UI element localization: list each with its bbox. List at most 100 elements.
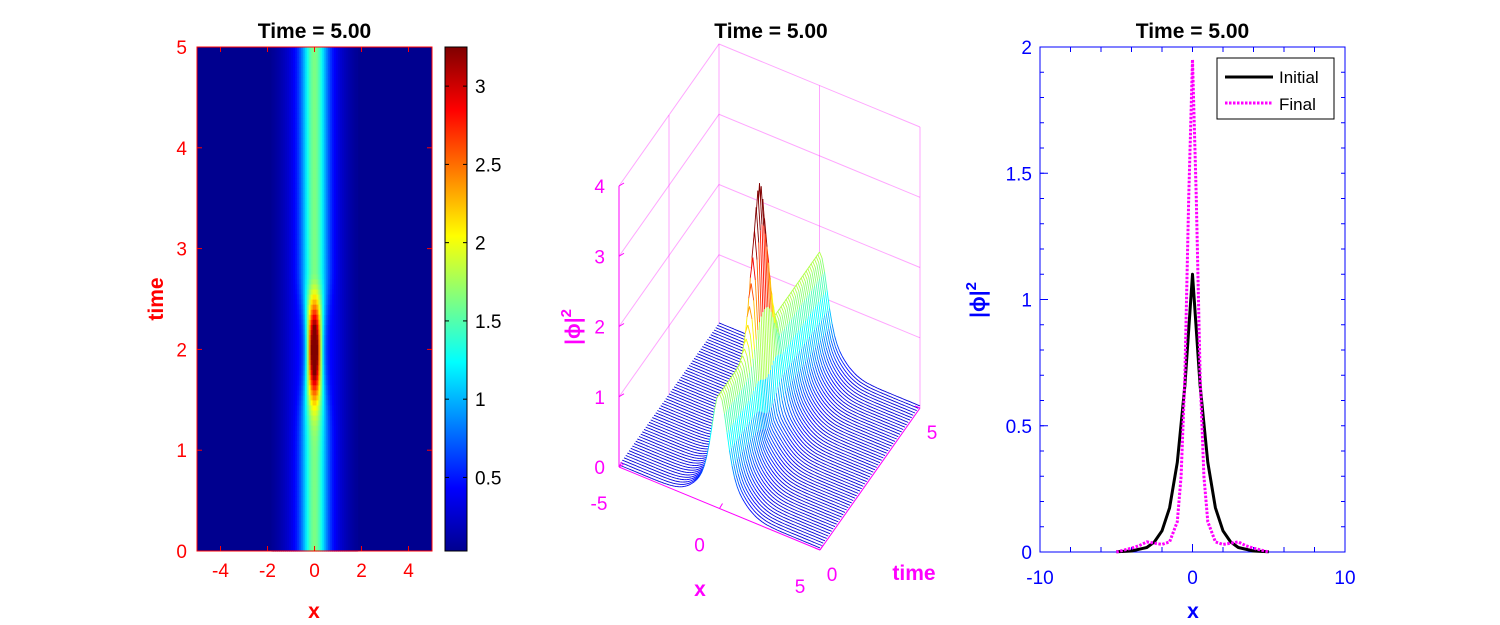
heatmap-cell — [349, 233, 353, 240]
heatmap-cell — [339, 178, 343, 184]
heatmap-cell — [312, 162, 316, 169]
heatmap-cell — [355, 399, 359, 406]
heatmap-cell — [281, 414, 284, 421]
heatmap-cell — [326, 364, 329, 371]
heatmap-cell — [273, 309, 276, 315]
heatmap-cell — [345, 258, 349, 265]
heatmap-cell — [343, 122, 347, 129]
heatmap-cell — [281, 440, 284, 446]
heatmap-cell — [351, 414, 355, 421]
surface-segment — [819, 260, 824, 275]
heatmap-cell — [353, 339, 357, 345]
surface-segment — [882, 399, 886, 401]
heatmap-cell — [353, 57, 357, 63]
heatmap-cell — [291, 112, 294, 119]
heatmap-cell — [338, 319, 341, 325]
heatmap-cell — [336, 520, 339, 527]
heatmap-cell — [322, 485, 325, 492]
heatmap-cell — [287, 167, 290, 174]
heatmap-cell — [283, 208, 286, 214]
heatmap-cell — [283, 72, 286, 78]
heatmap-cell — [334, 475, 337, 482]
heatmap-cell — [338, 520, 341, 527]
heatmap-cell — [332, 389, 335, 396]
heatmap-cell — [339, 369, 343, 376]
heatmap-cell — [347, 203, 351, 209]
heatmap-cell — [347, 419, 351, 426]
heatmap-cell — [332, 223, 335, 230]
heatmap-cell — [285, 137, 288, 144]
heatmap-cell — [347, 223, 351, 230]
heatmap-cell — [277, 167, 280, 174]
surface-segment — [892, 403, 896, 406]
heatmap-cell — [355, 67, 359, 73]
heatmap-cell — [324, 162, 327, 169]
heatmap-cell — [339, 92, 343, 98]
heatmap-cell — [316, 167, 320, 174]
heatmap-cell — [314, 188, 318, 194]
surface-segment — [894, 404, 898, 407]
surface-segment — [874, 395, 878, 398]
heatmap-cell — [277, 409, 280, 416]
heatmap-cell — [304, 273, 308, 280]
heatmap-cell — [285, 62, 288, 68]
heatmap-cell — [308, 152, 312, 159]
heatmap-cell — [338, 354, 341, 361]
heatmap-cell — [330, 430, 333, 436]
heatmap-cell — [298, 62, 302, 68]
heatmap-cell — [294, 465, 298, 471]
heatmap-cell — [308, 465, 312, 471]
heatmap-cell — [279, 419, 282, 426]
heatmap-cell — [285, 107, 288, 114]
heatmap-cell — [273, 288, 276, 295]
heatmap-cell — [300, 167, 304, 174]
heatmap-cell — [345, 425, 349, 431]
heatmap-cell — [318, 409, 321, 416]
heatmap-cell — [318, 349, 321, 356]
heatmap-cell — [353, 435, 357, 441]
heatmap-cell — [296, 545, 300, 552]
heatmap-cell — [351, 299, 355, 305]
heatmap-cell — [292, 102, 296, 109]
heatmap-cell — [336, 142, 339, 149]
heatmap-cell — [287, 409, 290, 416]
heatmap-cell — [308, 72, 312, 78]
heatmap-cell — [294, 430, 298, 436]
heatmap-cell — [281, 339, 284, 345]
heatmap-cell — [334, 404, 337, 411]
heatmap-cell — [296, 102, 300, 109]
heatmap-cell — [318, 228, 321, 235]
heatmap-cell — [275, 404, 278, 411]
heatmap-cell — [334, 253, 337, 260]
heatmap-cell — [339, 419, 343, 426]
heatmap-cell — [349, 228, 353, 235]
heatmap-cell — [351, 273, 355, 280]
heatmap-cell — [292, 127, 296, 134]
heatmap-cell — [314, 430, 318, 436]
heatmap-cell — [338, 435, 341, 441]
heatmap-cell — [291, 278, 294, 285]
heatmap-cell — [281, 283, 284, 290]
heatmap-cell — [304, 465, 308, 471]
heatmap-cell — [306, 273, 310, 280]
heatmap-cell — [334, 379, 337, 386]
heatmap-cell — [310, 525, 314, 532]
heatmap-cell — [285, 152, 288, 159]
heatmap-cell — [306, 183, 310, 189]
heatmap-cell — [292, 510, 296, 517]
heatmap-cell — [345, 465, 349, 471]
heatmap-cell — [279, 304, 282, 310]
heatmap-cell — [285, 535, 288, 542]
heatmap-cell — [312, 167, 316, 174]
heatmap-cell — [330, 253, 333, 260]
heatmap-cell — [322, 67, 325, 73]
heatmap-cell — [308, 167, 312, 174]
heatmap-cell — [312, 273, 316, 280]
heatmap-cell — [294, 540, 298, 547]
heatmap-cell — [353, 404, 357, 411]
heatmap-cell — [338, 339, 341, 345]
heatmap-cell — [298, 364, 302, 371]
surface-segment — [829, 308, 833, 325]
heatmap-cell — [332, 359, 335, 366]
surface-segment — [857, 390, 861, 393]
